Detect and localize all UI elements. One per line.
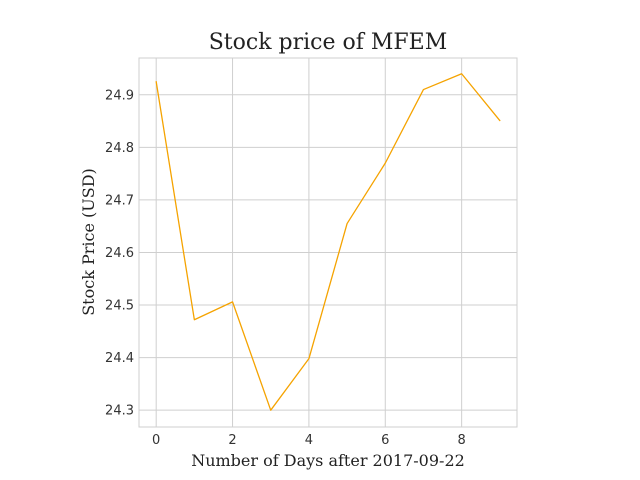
y-axis-ticks: 24.3 24.4 24.5 24.6 24.7 24.8 24.9 [105,88,134,418]
y-axis-label: Stock Price (USD) [79,168,98,316]
plot-frame [138,57,518,428]
x-axis-label: Number of Days after 2017-09-22 [191,451,465,470]
series-layer [155,73,501,411]
y-tick-label-1: 24.4 [105,351,134,366]
x-tick-label-0: 0 [152,433,160,448]
grid [139,58,517,427]
x-tick-label-2: 4 [305,433,313,448]
y-tick-label-3: 24.6 [105,246,134,261]
series-line-0 [155,73,501,411]
x-tick-label-3: 6 [381,433,389,448]
y-tick-label-4: 24.7 [105,193,134,208]
chart-title: Stock price of MFEM [209,30,448,55]
x-axis-ticks: 0 2 4 6 8 [152,433,466,448]
x-tick-label-4: 8 [457,433,465,448]
y-tick-label-0: 24.3 [105,404,134,419]
y-tick-label-5: 24.8 [105,141,134,156]
y-tick-label-6: 24.9 [105,88,134,103]
x-tick-label-1: 2 [228,433,236,448]
y-tick-label-2: 24.5 [105,299,134,314]
